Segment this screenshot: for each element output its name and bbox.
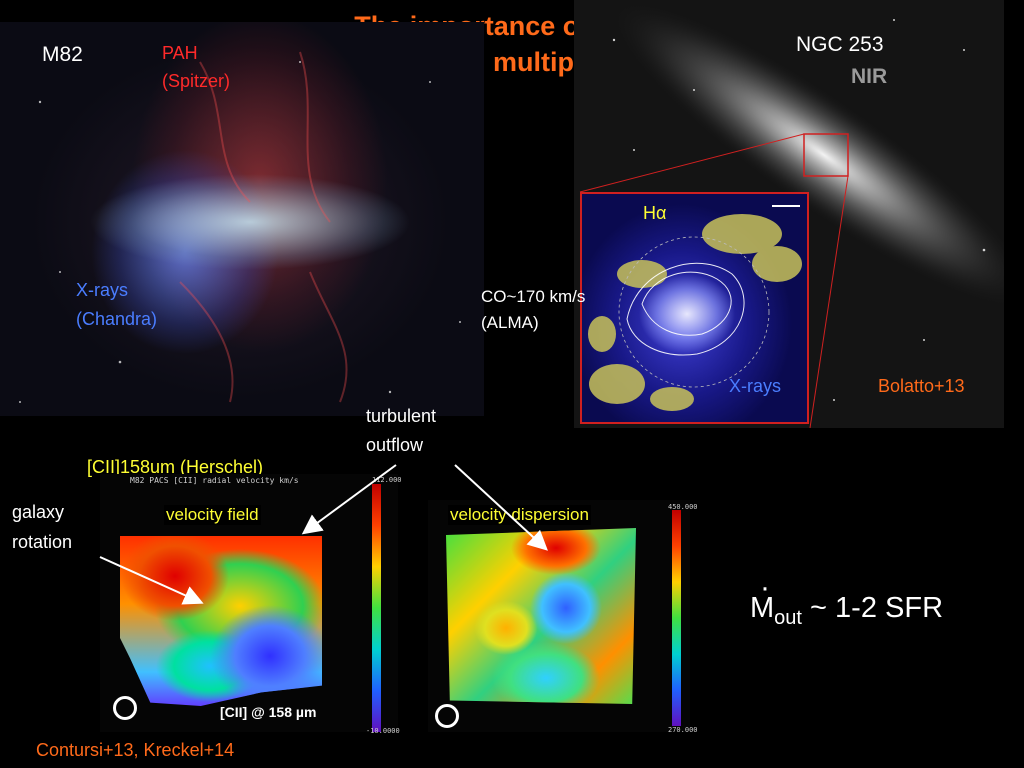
map2-colorbar	[672, 510, 681, 726]
halpha-label: Hα	[643, 203, 667, 223]
map1-field	[120, 536, 322, 706]
beam-circle-icon	[113, 696, 137, 720]
beam-circle-icon	[435, 704, 459, 728]
map1-caption: velocity field	[164, 505, 261, 525]
nir-label: NIR	[851, 65, 888, 88]
inset-texture	[588, 205, 802, 411]
cii-header: [CII]158um (Herschel)	[87, 457, 264, 477]
map1-colorbar	[372, 484, 381, 732]
dot-accent-icon: ·	[760, 571, 770, 604]
turbulent-label-line2: outflow	[366, 435, 424, 455]
map2-bar-top: 450.000	[668, 503, 698, 511]
ngc253-inset	[580, 192, 809, 424]
map1-corner-label: [CII] @ 158 µm	[220, 704, 317, 720]
map2-bar-bottom: 270.000	[668, 726, 698, 734]
galaxy-label-line1: galaxy	[12, 502, 65, 522]
co-label-line2: (ALMA)	[481, 313, 539, 332]
pah-label-line1: PAH	[162, 43, 198, 63]
equation-subscript: out	[774, 606, 802, 629]
xray-label-line1: X-rays	[76, 280, 129, 300]
ngc253-label: NGC 253	[796, 33, 884, 56]
velocity-field-map: M82 PACS [CII] radial velocity km/s velo…	[100, 474, 398, 732]
co-label-line1: CO~170 km/s	[481, 287, 586, 306]
velocity-dispersion-map: velocity dispersion	[428, 500, 690, 732]
ngc253-galaxy	[579, 0, 1004, 428]
m82-image	[0, 22, 484, 416]
mass-outflow-equation: · Mout ~ 1-2 SFR	[750, 571, 944, 638]
m82-texture	[19, 51, 461, 403]
galaxy-label-line2: rotation	[12, 532, 73, 552]
m82-label: M82	[42, 43, 83, 66]
inset-xrays-label: X-rays	[729, 376, 782, 396]
map1-title: M82 PACS [CII] radial velocity km/s	[130, 476, 299, 485]
turbulent-label-line1: turbulent	[366, 406, 437, 426]
xray-label-line2: (Chandra)	[76, 309, 158, 329]
pah-label-line2: (Spitzer)	[162, 71, 231, 91]
bolatto-citation: Bolatto+13	[878, 376, 965, 396]
map1-bar-top: 112.000	[372, 476, 402, 484]
contursi-citation: Contursi+13, Kreckel+14	[36, 740, 235, 760]
map1-bar-bottom: -10.0000	[366, 727, 400, 735]
map2-field	[446, 528, 636, 704]
equation-rest: ~ 1-2 SFR	[801, 592, 944, 624]
map2-caption: velocity dispersion	[448, 505, 591, 525]
equation-symbol: M	[750, 592, 775, 624]
